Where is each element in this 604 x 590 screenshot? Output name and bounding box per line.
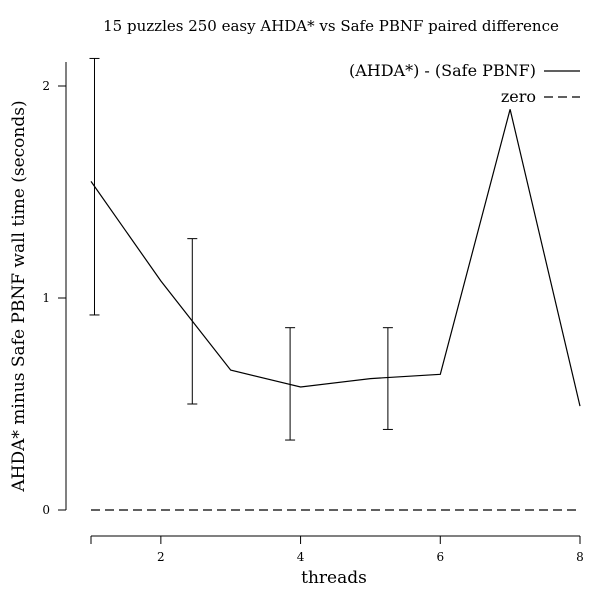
y-tick-label-1: 1 (42, 291, 50, 305)
x-tick-label-6: 6 (436, 550, 444, 564)
chart-title: 15 puzzles 250 easy AHDA* vs Safe PBNF p… (103, 17, 559, 35)
x-tick-label-8: 8 (576, 550, 584, 564)
legend-label-0: (AHDA*) - (Safe PBNF) (349, 61, 536, 80)
x-axis-label: threads (301, 568, 367, 588)
plot-area: 0 1 2 2 4 6 8 (AHDA*) - (Safe PBNF) zero (42, 57, 584, 564)
y-tick-label-2: 2 (42, 79, 50, 93)
y-tick-label-0: 0 (42, 503, 50, 517)
legend-label-1: zero (501, 87, 536, 106)
x-tick-label-2: 2 (157, 550, 165, 564)
series-line-difference (90, 109, 581, 407)
y-axis-label: AHDA* minus Safe PBNF wall time (seconds… (9, 100, 29, 492)
x-tick-label-4: 4 (297, 550, 305, 564)
